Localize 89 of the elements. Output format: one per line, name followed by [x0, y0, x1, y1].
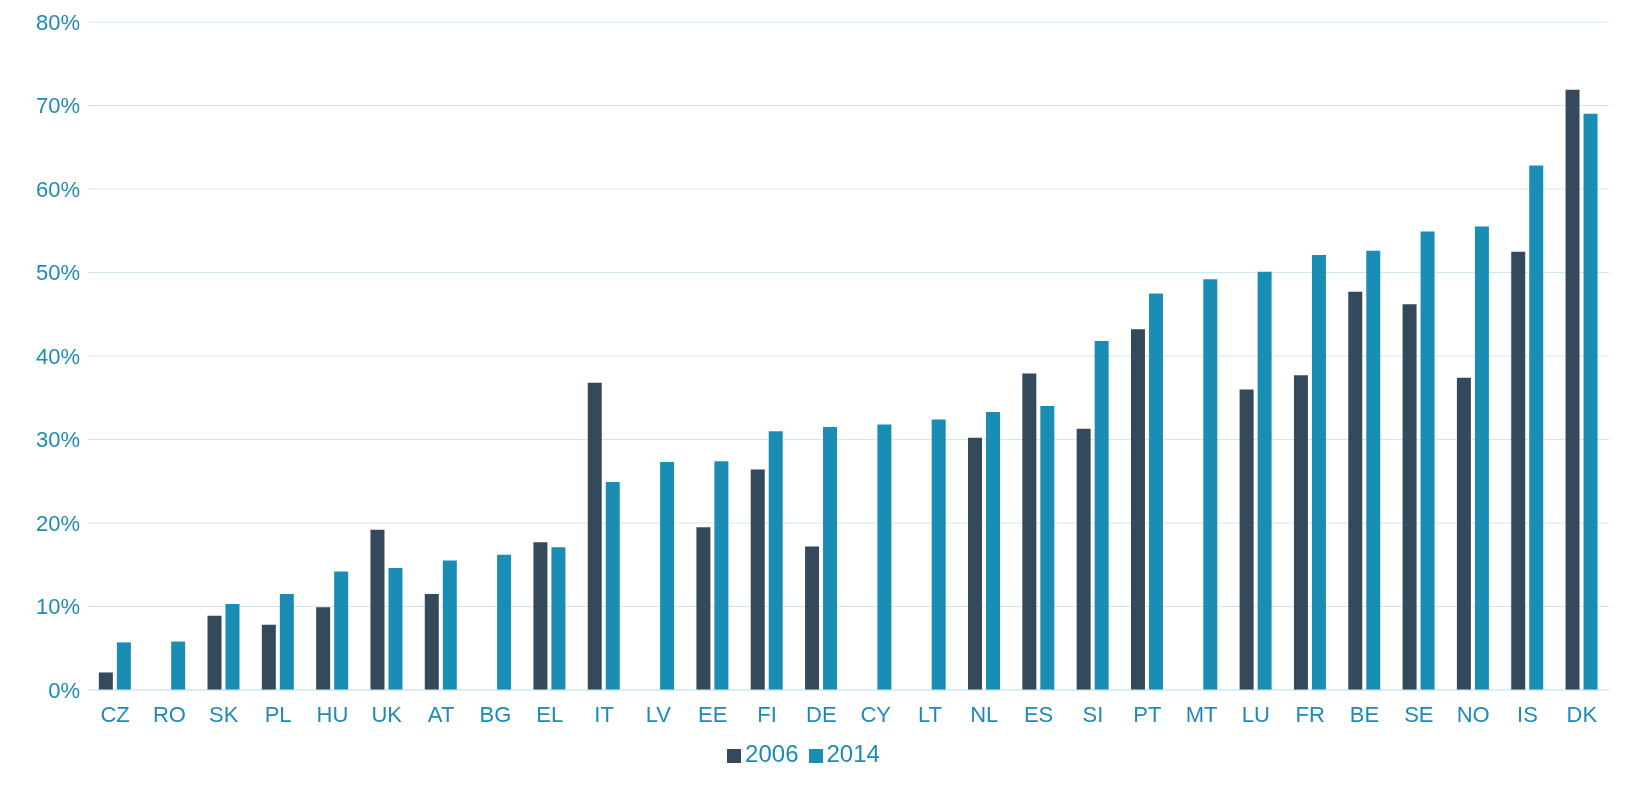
- bar: [714, 461, 729, 690]
- bar: [261, 624, 276, 690]
- x-tick-label: LV: [645, 701, 672, 727]
- bar: [1583, 113, 1598, 690]
- bar: [1511, 251, 1526, 690]
- bar: [171, 641, 186, 690]
- bar: [497, 554, 512, 690]
- x-tick-label: BE: [1349, 701, 1380, 727]
- bar: [968, 437, 983, 690]
- bar: [424, 593, 439, 690]
- y-tick-label: 50%: [35, 260, 80, 286]
- y-tick-label: 70%: [35, 93, 80, 119]
- bar: [1293, 375, 1308, 690]
- bar: [116, 642, 131, 690]
- bar: [660, 462, 675, 690]
- bar: [1474, 226, 1489, 690]
- bar: [1076, 428, 1091, 690]
- bar: [1203, 279, 1218, 690]
- bar: [1348, 291, 1363, 690]
- x-tick-label: ES: [1023, 701, 1054, 727]
- x-tick-label: UK: [371, 701, 403, 727]
- x-tick-label: NO: [1456, 701, 1490, 727]
- bar: [605, 482, 620, 690]
- x-tick-label: FI: [757, 701, 777, 727]
- bar: [370, 529, 385, 690]
- bar: [986, 411, 1001, 690]
- legend-label: 2006: [745, 740, 799, 767]
- bar: [533, 542, 548, 690]
- bar: [587, 382, 602, 690]
- y-tick-label: 20%: [35, 510, 80, 536]
- x-tick-label: DE: [806, 701, 837, 727]
- bar: [1529, 165, 1544, 690]
- x-tick-label: BG: [479, 701, 512, 727]
- bar: [768, 431, 783, 690]
- bar: [551, 547, 566, 690]
- x-tick-label: HU: [316, 701, 349, 727]
- x-tick-label: IS: [1517, 701, 1538, 727]
- bar: [1022, 373, 1037, 690]
- bar: [1456, 377, 1471, 690]
- y-tick-label: 80%: [35, 9, 80, 35]
- bar: [1420, 231, 1435, 690]
- bar: [1402, 304, 1417, 690]
- bar: [823, 426, 838, 690]
- x-tick-label: EE: [698, 701, 728, 727]
- x-tick-label: AT: [427, 701, 455, 727]
- x-tick-label: CY: [860, 701, 892, 727]
- x-tick-label: PT: [1133, 701, 1162, 727]
- x-tick-label: MT: [1185, 701, 1218, 727]
- bar: [1040, 406, 1055, 690]
- y-tick-label: 0%: [48, 677, 80, 703]
- bar: [1366, 250, 1381, 690]
- bar: [1148, 293, 1163, 690]
- x-tick-label: NL: [970, 701, 999, 727]
- bar: [1257, 271, 1272, 690]
- bar: [1311, 254, 1326, 690]
- x-tick-label: RO: [152, 701, 186, 727]
- x-tick-label: LU: [1241, 701, 1270, 727]
- x-tick-label: SK: [209, 701, 239, 727]
- bar: [442, 560, 457, 690]
- bar: [1239, 389, 1254, 690]
- bar: [1130, 329, 1145, 690]
- legend-label: 2014: [826, 740, 880, 767]
- bar: [334, 571, 349, 690]
- bar: [207, 615, 222, 690]
- bar: [931, 419, 946, 690]
- bar: [388, 568, 403, 690]
- bar: [1565, 89, 1580, 690]
- x-tick-label: IT: [594, 701, 614, 727]
- x-tick-label: SE: [1404, 701, 1434, 727]
- bar: [316, 607, 331, 690]
- x-tick-label: LT: [917, 701, 943, 727]
- x-tick-label: PL: [264, 701, 292, 727]
- bar: [805, 546, 820, 690]
- y-tick-label: 60%: [35, 176, 80, 202]
- bar: [225, 604, 240, 690]
- y-tick-label: 10%: [35, 594, 80, 620]
- bar: [279, 593, 294, 690]
- x-tick-label: DK: [1566, 701, 1598, 727]
- bar: [750, 469, 765, 690]
- x-tick-label: EL: [536, 701, 564, 727]
- x-tick-label: SI: [1082, 701, 1104, 727]
- bar: [1094, 340, 1109, 690]
- y-tick-label: 40%: [35, 343, 80, 369]
- x-tick-label: FR: [1295, 701, 1325, 727]
- x-tick-label: CZ: [100, 701, 130, 727]
- bar: [98, 672, 113, 690]
- y-tick-label: 30%: [35, 427, 80, 453]
- bar: [877, 424, 892, 690]
- bar: [696, 527, 711, 690]
